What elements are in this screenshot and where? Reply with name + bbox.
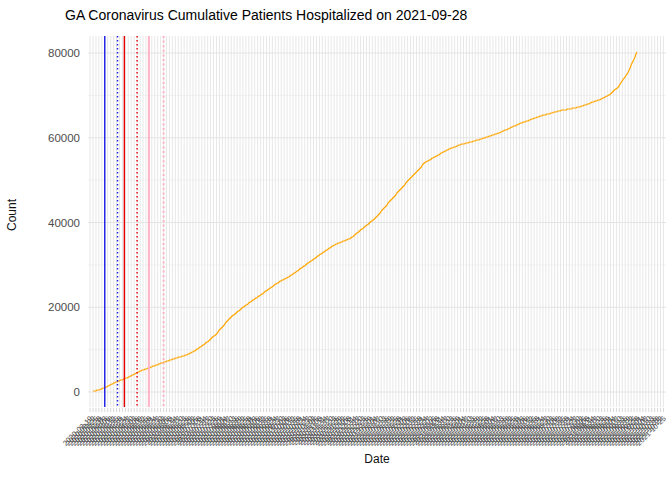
y-tick-label: 80000 (48, 47, 80, 59)
y-tick-label: 60000 (48, 132, 80, 144)
series-line-cumulative-patients-hospitalized (93, 52, 637, 391)
chart-canvas: 2020-03-192020-03-222020-03-252020-03-28… (0, 0, 672, 480)
y-tick-label: 0 (74, 386, 80, 398)
y-tick-label: 40000 (48, 217, 80, 229)
y-tick-label: 20000 (48, 301, 80, 313)
